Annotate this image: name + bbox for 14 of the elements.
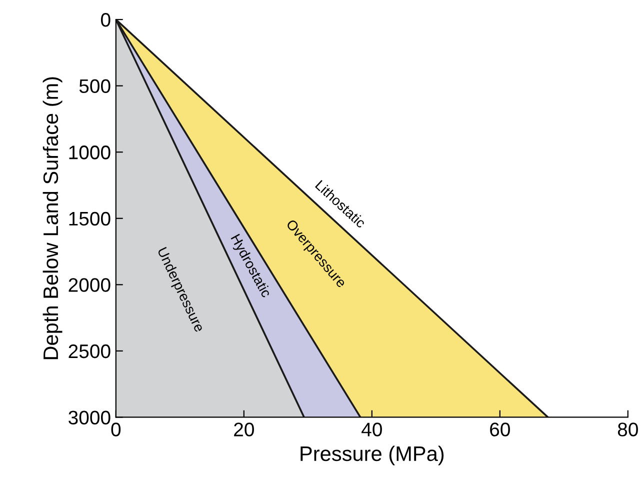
y-tick-label: 1000	[69, 146, 110, 160]
y-tick-label: 0	[101, 12, 110, 27]
x-tick-label: 40	[362, 422, 382, 436]
y-axis-title: Depth Below Land Surface (m)	[42, 77, 62, 360]
y-tick-label: 2000	[68, 278, 110, 292]
x-tick-label: 80	[618, 422, 638, 436]
x-tick-label: 20	[234, 422, 254, 436]
y-tick-label: 1500	[69, 212, 110, 226]
x-axis-title: Pressure (MPa)	[300, 446, 444, 466]
y-tick-label: 2500	[68, 344, 110, 358]
x-tick-label: 0	[111, 422, 121, 436]
y-tick-label: 500	[79, 79, 110, 94]
y-tick-label: 3000	[68, 410, 110, 424]
x-tick-label: 60	[490, 422, 510, 436]
